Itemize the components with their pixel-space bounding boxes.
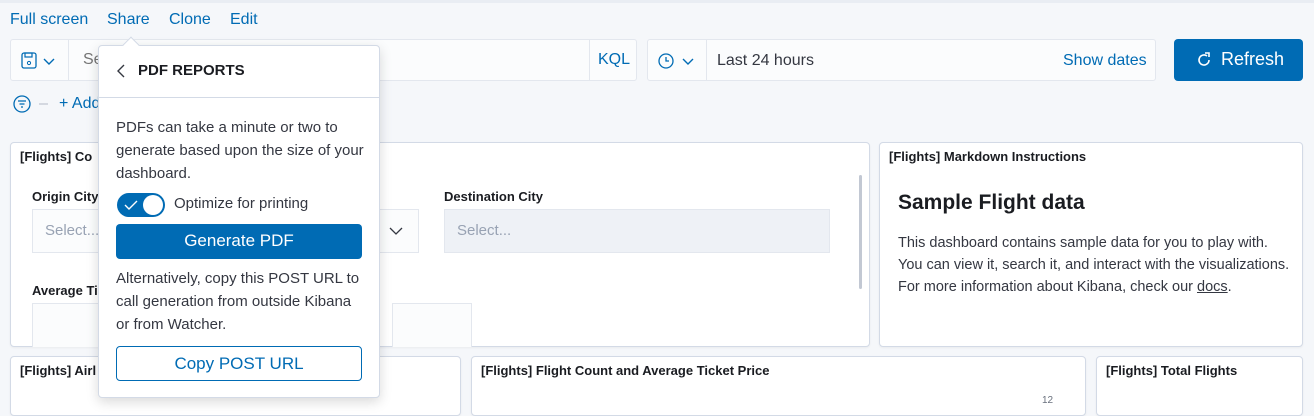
body-end: . — [1227, 279, 1232, 295]
panel-title: [Flights] Co — [20, 149, 93, 164]
copy-post-url-button[interactable]: Copy POST URL — [116, 346, 362, 381]
pdf-description: PDFs can take a minute or two to generat… — [116, 119, 364, 182]
filter-icon[interactable] — [13, 95, 49, 113]
refresh-label: Refresh — [1221, 49, 1285, 69]
panel-title: [Flights] Airl — [20, 363, 97, 378]
check-icon — [124, 200, 138, 210]
popover-title: PDF REPORTS — [138, 62, 245, 79]
total-flights-panel: [Flights] Total Flights — [1096, 356, 1303, 416]
clone-link[interactable]: Clone — [169, 11, 211, 28]
quick-select-button[interactable] — [648, 40, 707, 80]
markdown-panel: [Flights] Markdown Instructions Sample F… — [879, 142, 1303, 347]
share-link[interactable]: Share — [107, 11, 150, 28]
flight-count-panel: [Flights] Flight Count and Average Ticke… — [471, 356, 1086, 416]
average-ticket-label: Average Ti — [32, 283, 98, 298]
max-price-input[interactable] — [392, 303, 472, 347]
markdown-heading: Sample Flight data — [898, 191, 1085, 214]
edit-link[interactable]: Edit — [230, 11, 258, 28]
post-url-description: Alternatively, copy this POST URL to cal… — [116, 270, 360, 333]
optimize-label: Optimize for printing — [174, 195, 309, 212]
docs-link[interactable]: docs — [1197, 279, 1228, 295]
toggle-knob — [143, 195, 163, 215]
back-chevron-icon[interactable] — [116, 63, 126, 79]
scrollbar[interactable] — [859, 175, 862, 289]
full-screen-link[interactable]: Full screen — [10, 11, 89, 28]
panel-title: [Flights] Flight Count and Average Ticke… — [481, 363, 770, 378]
origin-city-label: Origin City — [32, 189, 99, 204]
save-icon — [21, 52, 55, 69]
pdf-reports-popover: PDF REPORTS PDFs can take a minute or tw… — [98, 36, 380, 398]
panel-title: [Flights] Total Flights — [1106, 363, 1238, 378]
refresh-icon — [1198, 52, 1210, 66]
refresh-button[interactable]: Refresh — [1174, 39, 1303, 81]
add-filter-link[interactable]: + Add — [59, 95, 101, 112]
top-edge — [0, 0, 1314, 3]
date-range[interactable]: Last 24 hours — [717, 52, 814, 69]
optimize-toggle[interactable] — [117, 193, 165, 217]
axis-tick: 12 — [1042, 395, 1054, 406]
destination-placeholder: Select... — [457, 222, 512, 239]
markdown-body: This dashboard contains sample data for … — [898, 232, 1293, 298]
generate-pdf-button[interactable]: Generate PDF — [116, 224, 362, 259]
destination-city-select[interactable]: Select... — [444, 209, 830, 253]
clock-icon — [658, 53, 694, 69]
destination-city-label: Destination City — [444, 189, 543, 204]
kql-button[interactable]: KQL — [589, 40, 638, 80]
panel-title: [Flights] Markdown Instructions — [889, 149, 1087, 164]
origin-placeholder: Select... — [45, 222, 100, 239]
divider — [99, 97, 379, 98]
date-picker: Last 24 hours Show dates — [647, 39, 1156, 81]
show-dates-link[interactable]: Show dates — [1063, 52, 1147, 69]
body-text: This dashboard contains sample data for … — [898, 235, 1290, 295]
chevron-down-icon — [389, 227, 403, 235]
saved-query-button[interactable] — [11, 40, 69, 80]
